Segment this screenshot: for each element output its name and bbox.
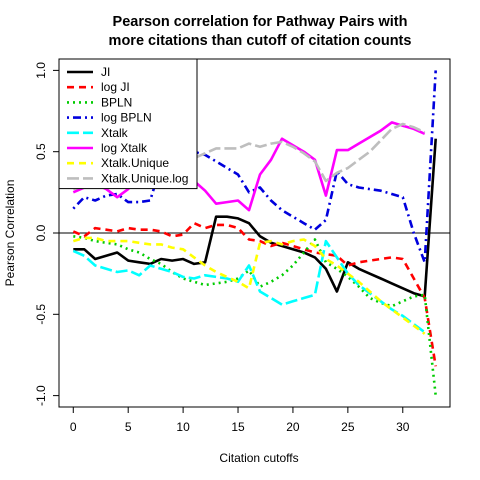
y-tick-label: 0.0 [34,224,48,241]
legend-label: BPLN [101,95,132,109]
legend-label: Xtalk.Unique [101,156,169,170]
x-tick-label: 0 [70,420,77,434]
x-axis-label: Citation cutoffs [219,451,298,465]
series-line-1 [72,221,437,367]
chart-title-line-2: more citations than cutoff of citation c… [109,33,412,49]
x-tick-label: 5 [125,420,132,434]
y-tick-label: 0.5 [34,143,48,160]
legend-box [58,58,198,190]
series-line-6 [72,236,426,335]
y-tick-label: 1.0 [34,62,48,79]
x-tick-label: 20 [286,420,300,434]
y-tick-label: -1.0 [34,385,48,406]
series-line-0 [73,138,437,298]
x-tick-label: 25 [341,420,355,434]
y-tick-label: -0.5 [34,304,48,325]
legend-label: Xtalk [101,126,129,140]
series-line-7 [72,122,426,191]
x-tick-label: 30 [396,420,410,434]
series-line-4 [72,239,426,334]
legend-label: Xtalk.Unique.log [101,171,188,185]
x-tick-label: 10 [176,420,190,434]
legend-label: log Xtalk [101,141,148,155]
y-axis-label: Pearson Correlation [3,180,17,287]
chart-title-line-1: Pearson correlation for Pathway Pairs wi… [113,14,408,30]
x-tick-label: 15 [231,420,245,434]
legend-label: log JI [101,80,130,94]
x-axis: 0 5 10 15 20 25 30 [70,406,410,434]
legend-label: log BPLN [101,111,152,125]
y-axis: -1.0 -0.5 0.0 0.5 1.0 [34,62,60,406]
legend-label: JI [101,65,110,79]
